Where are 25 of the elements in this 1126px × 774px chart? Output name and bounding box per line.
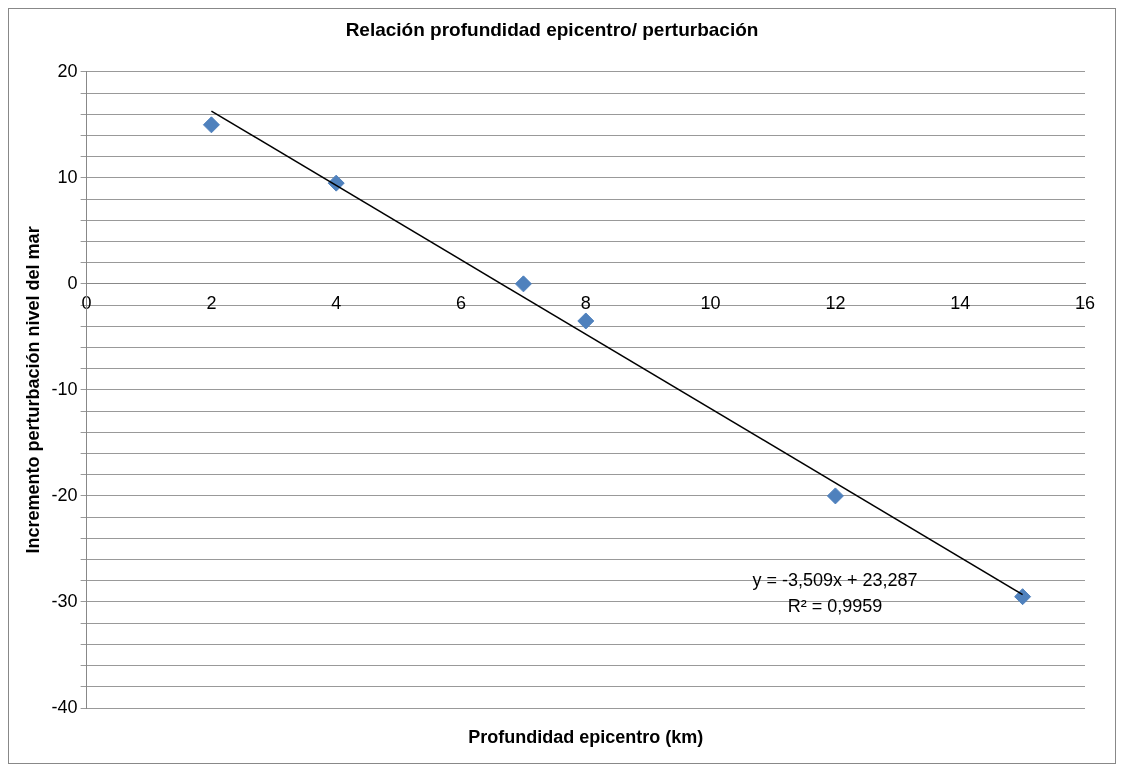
y-tick-label: -40	[51, 696, 78, 717]
x-tick-label: 4	[331, 292, 342, 313]
x-tick-label: 6	[456, 292, 467, 313]
x-tick-label: 16	[1074, 292, 1096, 313]
chart-title: Relación profundidad epicentro/ perturbación	[345, 18, 759, 40]
point	[1014, 588, 1032, 606]
y-tick-label: -20	[51, 484, 78, 505]
y-tick-label: 20	[57, 60, 78, 81]
x-tick-label: 12	[825, 292, 846, 313]
y-tick-label: 0	[67, 272, 78, 293]
y-tick-label: -30	[51, 590, 78, 611]
annotation: R² = 0,9959	[787, 595, 883, 616]
annotation: y = -3,509x + 23,287	[752, 569, 918, 590]
y-tick-label: -10	[51, 378, 78, 399]
y-axis-title: Incremento perturbación nivel del mar	[22, 226, 43, 554]
point	[514, 275, 532, 293]
point	[202, 116, 220, 134]
x-tick-label: 8	[580, 292, 591, 313]
point	[826, 487, 844, 505]
x-axis-title: Profundidad epicentro (km)	[468, 726, 704, 747]
point	[577, 312, 595, 330]
x-tick-label: 10	[700, 292, 721, 313]
x-tick-label: 14	[950, 292, 971, 313]
x-tick-label: 2	[206, 292, 217, 313]
y-tick-label: 10	[57, 166, 78, 187]
